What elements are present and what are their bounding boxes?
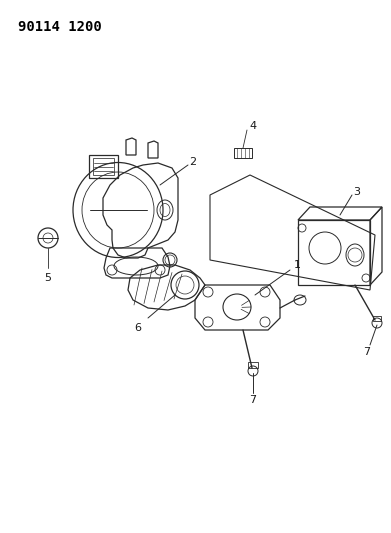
Text: 4: 4: [249, 121, 256, 131]
Text: 7: 7: [364, 347, 371, 357]
Text: 3: 3: [353, 187, 361, 197]
Text: 7: 7: [249, 395, 256, 405]
Text: 6: 6: [135, 323, 142, 333]
Text: 1: 1: [294, 260, 301, 270]
Text: 90114 1200: 90114 1200: [18, 20, 102, 34]
Text: 2: 2: [189, 157, 197, 167]
Text: 5: 5: [45, 273, 52, 283]
